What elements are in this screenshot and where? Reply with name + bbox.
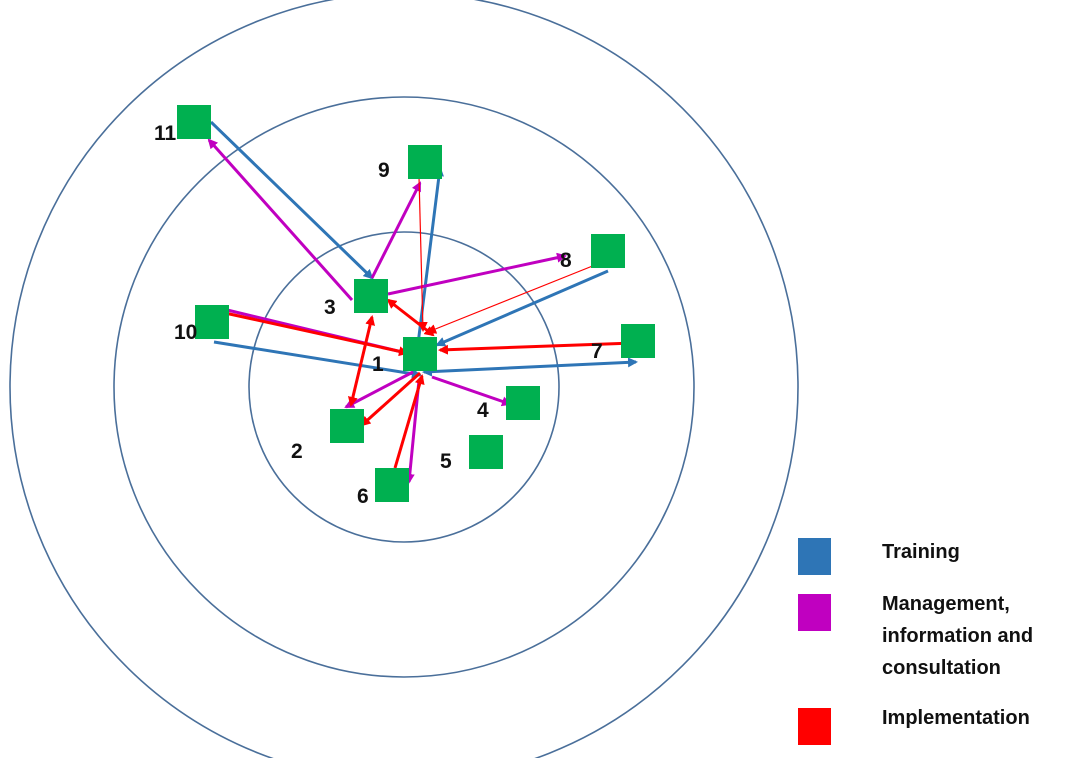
management-arrow-3-to-11: [207, 138, 354, 301]
implementation-arrow-7-to-1: [438, 341, 635, 355]
legend-swatch-implementation: [798, 708, 831, 745]
implementation-arrow-6-to-1: [393, 374, 425, 469]
node-label-10: 10: [174, 321, 197, 344]
node-11: [177, 105, 211, 139]
implementation-arrow-3-to-1: [386, 298, 435, 337]
implementation-arrow-1-to-2: [360, 371, 422, 427]
node-label-2: 2: [291, 440, 303, 463]
node-4: [506, 386, 540, 420]
node-3: [354, 279, 388, 313]
management-arrow-3-to-9: [370, 181, 422, 279]
management-arrow-1-to-4: [431, 375, 512, 407]
legend-label-management-line2: information and: [882, 625, 1034, 647]
node-8: [591, 234, 625, 268]
node-label-6: 6: [357, 485, 369, 508]
node-7: [621, 324, 655, 358]
node-label-8: 8: [560, 249, 572, 272]
node-label-3: 3: [324, 296, 336, 319]
legend-label-implementation: Implementation: [882, 707, 1030, 729]
management-arrow-3-to-8: [387, 252, 567, 296]
legend-label-management-line3: consultation: [882, 657, 1001, 679]
implementation-arrow-9-to-1: [417, 176, 428, 332]
outer-ring: [9, 0, 799, 758]
node-label-9: 9: [378, 159, 390, 182]
implementation-arrow-3-to-2: [347, 315, 376, 407]
training-arrow-8-to-1: [435, 269, 609, 347]
node-label-7: 7: [591, 340, 603, 363]
node-label-4: 4: [477, 399, 489, 422]
legend-swatch-training: [798, 538, 831, 575]
implementation-arrow-10-to-1: [224, 311, 409, 357]
legend-swatch-management: [798, 594, 831, 631]
edges: [207, 120, 638, 484]
concentric-rings: [9, 0, 799, 758]
legend-label-training: Training: [882, 541, 960, 563]
node-1: [403, 337, 437, 371]
node-10: [195, 305, 229, 339]
node-2: [330, 409, 364, 443]
legend-label-management-line1: Management,: [882, 593, 1010, 615]
training-arrow-1-to-7: [422, 357, 638, 377]
node-label-5: 5: [440, 450, 452, 473]
training-arrow-11-to-3: [209, 120, 374, 280]
inner-ring: [248, 231, 560, 543]
node-label-1: 1: [372, 353, 384, 376]
node-labels: 1 2 3 4 5 6 7 8 9 10 11: [154, 122, 603, 508]
nodes: [177, 105, 655, 502]
node-9: [408, 145, 442, 179]
implementation-arrow-8-to-1: [426, 262, 601, 334]
node-5: [469, 435, 503, 469]
middle-ring: [113, 96, 695, 678]
node-label-11: 11: [154, 122, 177, 145]
training-arrow-10-to-1: [213, 340, 422, 379]
node-6: [375, 468, 409, 502]
